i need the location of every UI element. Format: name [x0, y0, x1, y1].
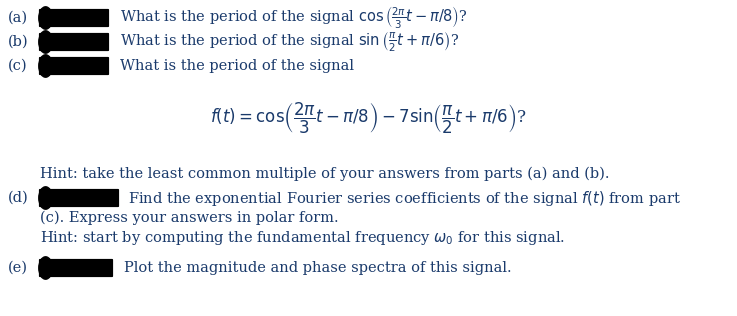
Text: (a): (a) [8, 11, 28, 25]
Ellipse shape [39, 55, 52, 77]
Text: (b): (b) [8, 35, 29, 49]
Text: What is the period of the signal $\cos\left(\frac{2\pi}{3}t - \pi/8\right)$?: What is the period of the signal $\cos\l… [120, 5, 467, 31]
Text: Plot the magnitude and phase spectra of this signal.: Plot the magnitude and phase spectra of … [124, 261, 511, 275]
Text: What is the period of the signal: What is the period of the signal [120, 59, 354, 73]
Text: Find the exponential Fourier series coefficients of the signal $f(t)$ from part: Find the exponential Fourier series coef… [128, 189, 681, 208]
FancyBboxPatch shape [40, 190, 119, 206]
Text: (d): (d) [8, 191, 29, 205]
Text: (c). Express your answers in polar form.: (c). Express your answers in polar form. [40, 211, 338, 225]
Text: Hint: take the least common multiple of your answers from parts (a) and (b).: Hint: take the least common multiple of … [40, 167, 609, 181]
Ellipse shape [39, 7, 52, 29]
Text: $f(t) = \cos\!\left(\dfrac{2\pi}{3}t - \pi/8\right) - 7\sin\!\left(\dfrac{\pi}{2: $f(t) = \cos\!\left(\dfrac{2\pi}{3}t - \… [210, 100, 527, 136]
Text: What is the period of the signal $\sin\left(\frac{\pi}{2}t + \pi/6\right)$?: What is the period of the signal $\sin\l… [120, 30, 459, 54]
FancyBboxPatch shape [40, 260, 113, 276]
Ellipse shape [39, 257, 52, 279]
FancyBboxPatch shape [40, 9, 108, 27]
FancyBboxPatch shape [40, 33, 108, 50]
Text: (e): (e) [8, 261, 28, 275]
FancyBboxPatch shape [40, 58, 108, 74]
Ellipse shape [39, 187, 52, 209]
Text: (c): (c) [8, 59, 27, 73]
Text: Hint: start by computing the fundamental frequency $\omega_0$ for this signal.: Hint: start by computing the fundamental… [40, 229, 565, 247]
Ellipse shape [39, 31, 52, 53]
